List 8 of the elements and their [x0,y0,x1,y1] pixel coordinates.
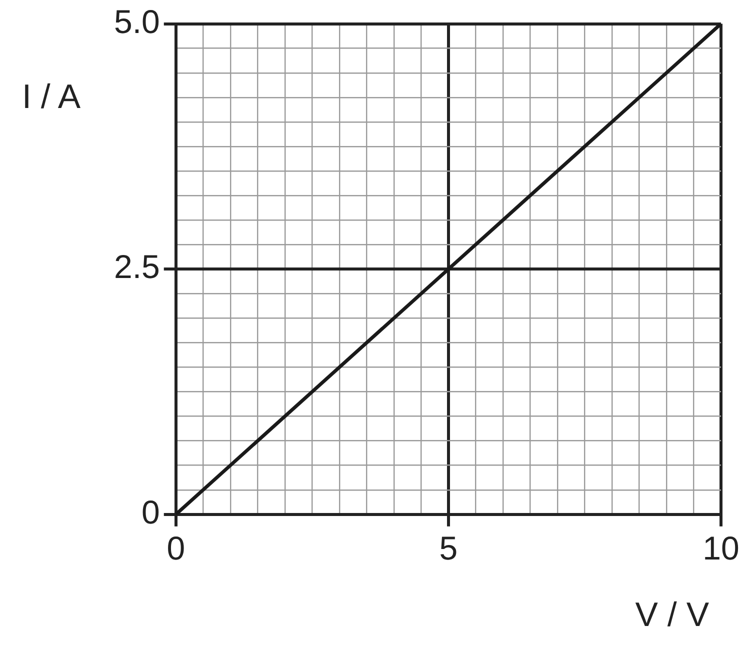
y-axis-title: I / A [22,78,81,117]
x-tick-label: 10 [702,529,740,566]
x-tick-label: 5 [439,529,458,566]
y-tick-label: 0 [142,493,160,530]
y-tick-label: 5.0 [114,2,160,40]
y-tick-label: 2.5 [114,248,160,286]
x-tick-label: 0 [166,529,186,566]
x-axis-title: V / V [635,596,709,635]
